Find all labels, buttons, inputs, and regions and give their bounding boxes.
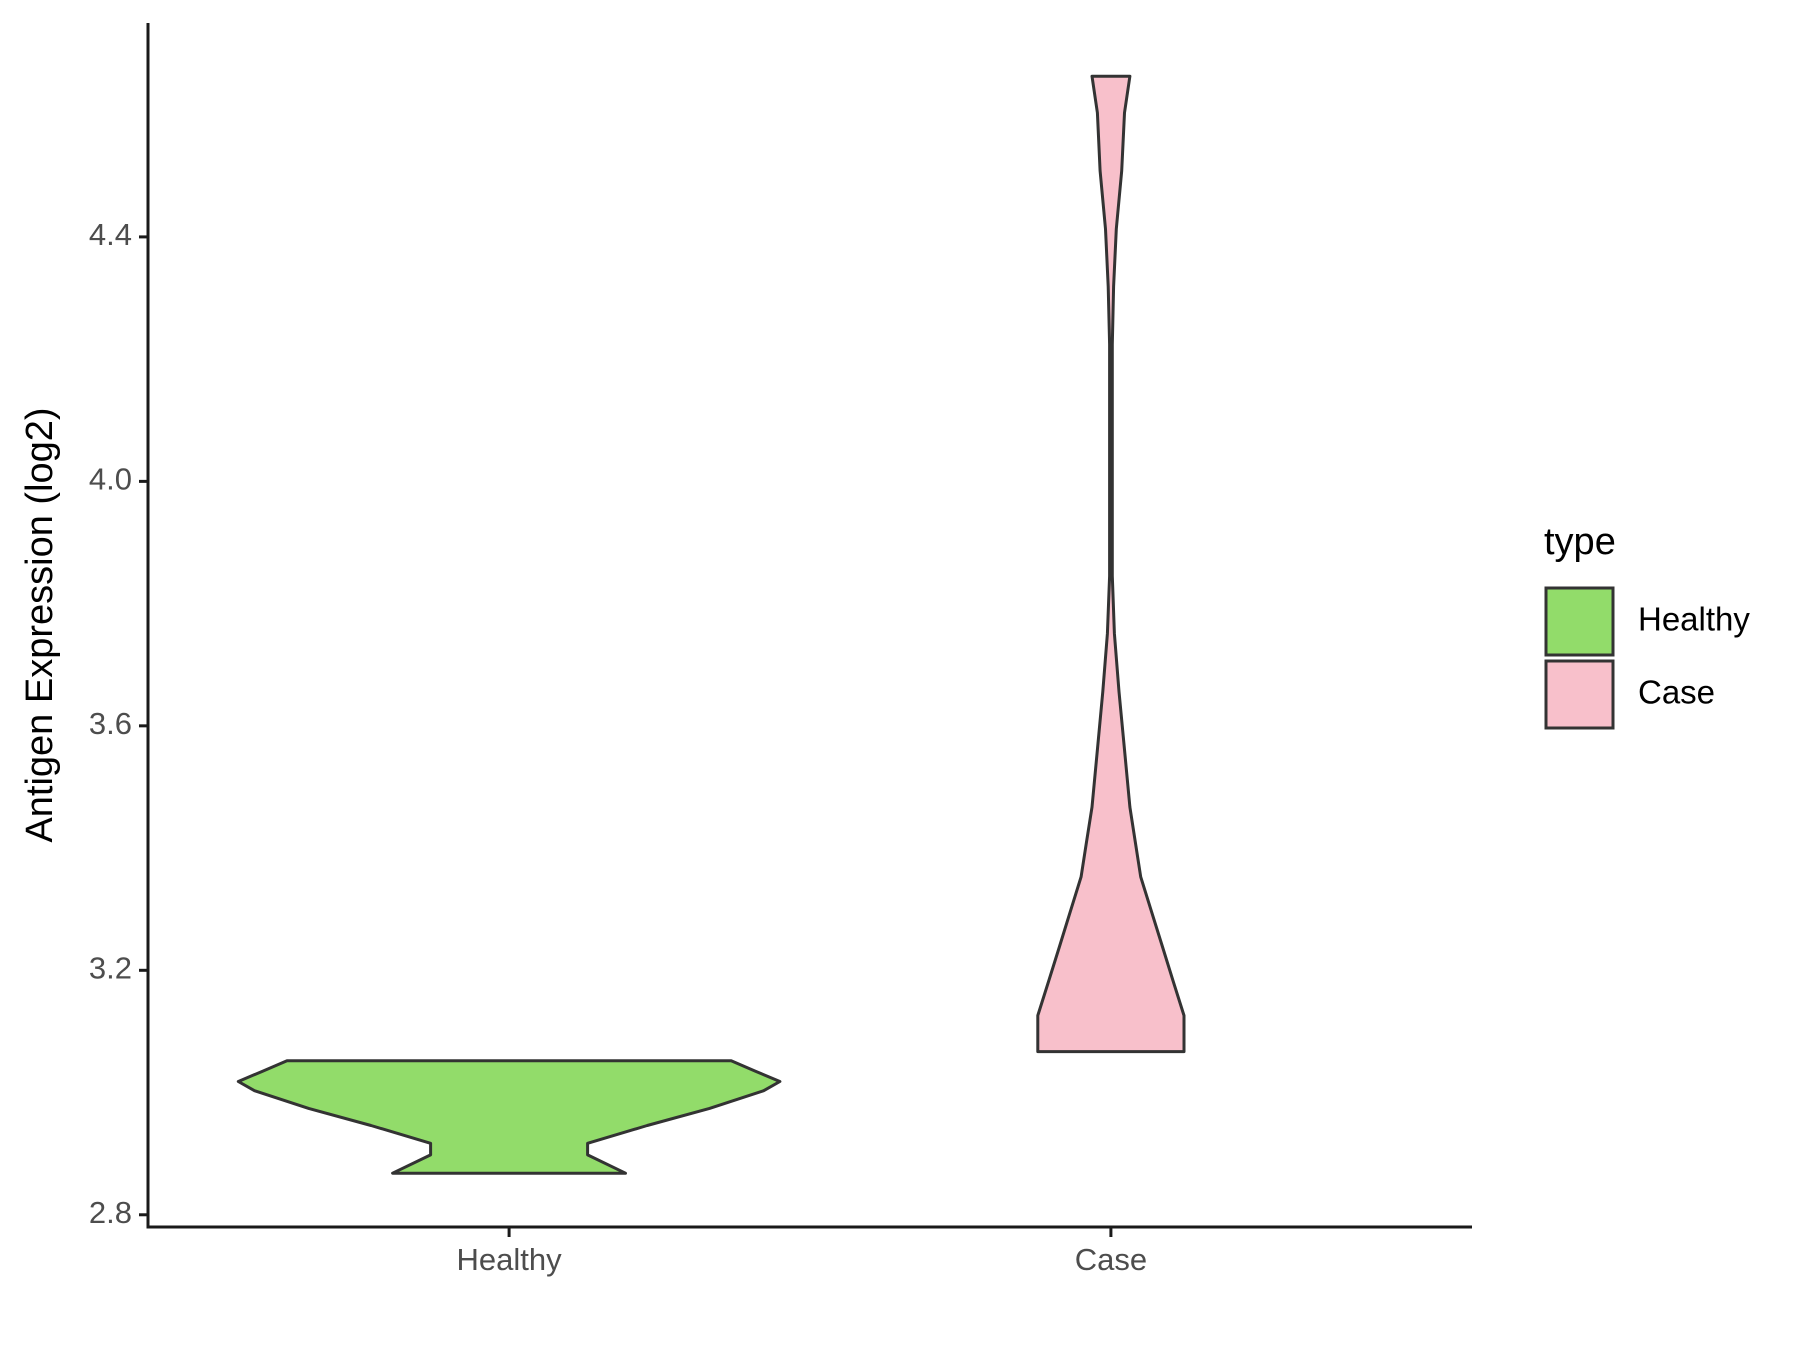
violin bbox=[1036, 74, 1186, 1054]
violin bbox=[236, 1059, 782, 1175]
legend-label: Healthy bbox=[1638, 601, 1750, 638]
x-tick-label: Healthy bbox=[457, 1242, 563, 1277]
legend-title: type bbox=[1544, 521, 1616, 563]
y-tick-label: 3.2 bbox=[89, 950, 132, 985]
y-tick-label: 4.4 bbox=[89, 217, 132, 252]
legend-key bbox=[1544, 659, 1615, 730]
y-tick-label: 4.0 bbox=[89, 462, 132, 497]
y-tick-label: 3.6 bbox=[89, 706, 132, 741]
x-tick-label: Case bbox=[1075, 1242, 1147, 1277]
legend-label: Case bbox=[1638, 674, 1715, 711]
y-axis-title: Antigen Expression (log2) bbox=[19, 407, 61, 842]
legend-key bbox=[1544, 586, 1615, 657]
y-tick-label: 2.8 bbox=[89, 1195, 132, 1230]
